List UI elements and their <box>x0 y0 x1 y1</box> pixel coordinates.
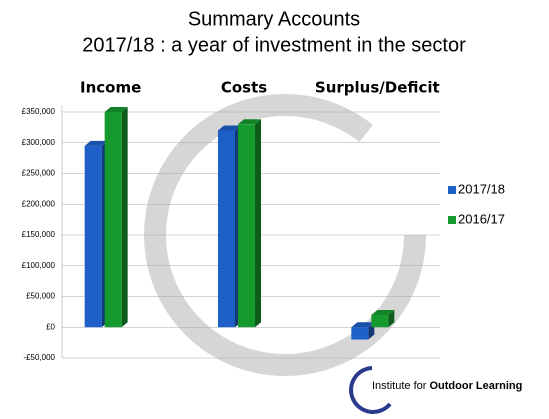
bar-top <box>238 119 261 125</box>
y-tick-label: £50,000 <box>26 292 55 301</box>
logo: Institute for Outdoor Learning <box>349 366 522 414</box>
category-label: Surplus/Deficit <box>315 79 440 97</box>
legend-label: 2017/18 <box>458 181 505 196</box>
legend-swatch <box>448 186 456 194</box>
bar-top <box>371 309 395 315</box>
bar <box>238 124 255 328</box>
logo-mark <box>349 366 392 414</box>
bar <box>218 130 235 328</box>
y-tick-label: £150,000 <box>22 230 56 239</box>
bar-side <box>388 309 395 328</box>
bar-top <box>218 125 241 131</box>
bar-side <box>255 119 261 328</box>
y-tick-label: £200,000 <box>22 199 56 208</box>
bar-top <box>84 140 108 146</box>
y-tick-label: £100,000 <box>22 261 56 270</box>
bar-top <box>351 322 375 328</box>
chart-subtitle: 2017/18 : a year of investment in the se… <box>82 34 466 56</box>
logo-text-a: Institute for <box>372 380 427 392</box>
chart-title: Summary Accounts <box>188 8 360 30</box>
bar-side <box>121 107 128 328</box>
legend-label: 2016/17 <box>458 211 505 226</box>
category-label: Costs <box>221 79 267 97</box>
y-tick-label: -£50,000 <box>23 353 55 362</box>
y-tick-label: £250,000 <box>22 169 56 178</box>
y-tick-label: £350,000 <box>22 107 56 116</box>
bar <box>84 145 102 328</box>
logo-text: Institute for Outdoor Learning <box>372 380 522 392</box>
bar-top <box>104 107 128 112</box>
bar <box>371 314 389 328</box>
bar <box>104 112 122 328</box>
logo-text-b: Outdoor Learning <box>429 380 522 392</box>
y-tick-label: £0 <box>46 322 55 331</box>
legend-swatch <box>448 216 456 224</box>
y-tick-label: £300,000 <box>22 138 56 147</box>
category-label: Income <box>80 79 141 97</box>
bar <box>351 327 369 340</box>
